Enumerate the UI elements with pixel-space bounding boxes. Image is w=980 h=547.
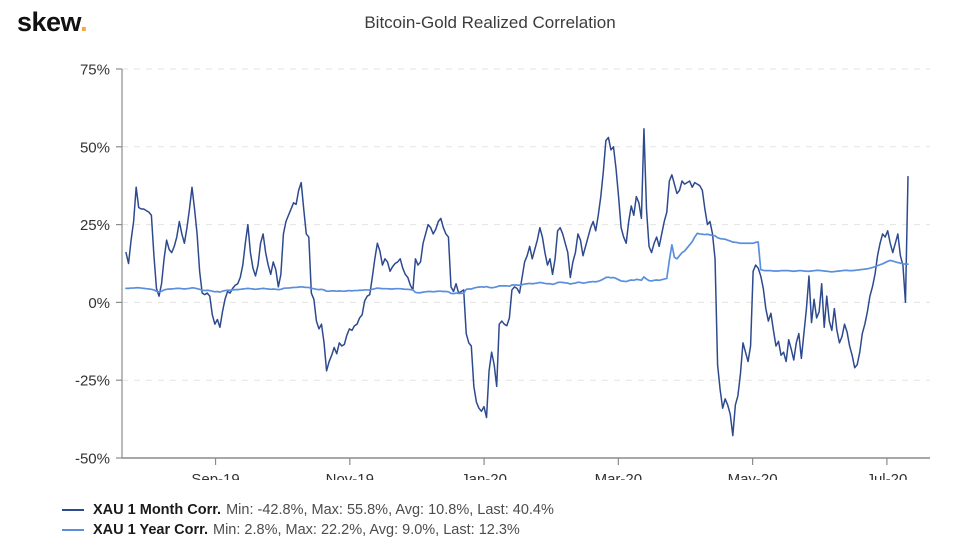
correlation-line-chart: 75% 50% 25% 0% -25% -50% Sep-19 Nov-19 Jan-20 Mar… — [75, 62, 930, 480]
series-line-2 — [125, 232, 909, 295]
brand-name: skew — [17, 7, 81, 37]
page-title: Bitcoin-Gold Realized Correlation — [364, 13, 616, 32]
chart-legend: XAU 1 Month Corr. Min: -42.8%, Max: 55.8… — [62, 500, 554, 540]
y-tick-label: 0% — [88, 295, 110, 312]
y-tick-label: 25% — [80, 217, 110, 234]
x-tick-label: Mar-20 — [595, 471, 643, 480]
x-tick-label: Sep-19 — [191, 471, 239, 480]
list-item[interactable]: XAU 1 Month Corr. Min: -42.8%, Max: 55.8… — [62, 500, 554, 520]
legend-stats-series-1: Min: -42.8%, Max: 55.8%, Avg: 10.8%, Las… — [226, 502, 554, 518]
x-tick-label: Jan-20 — [461, 471, 507, 480]
x-tick-label: Jul-20 — [866, 471, 907, 480]
y-tick-label: -25% — [75, 373, 110, 390]
series-line-1 — [125, 128, 909, 437]
list-item[interactable]: XAU 1 Year Corr. Min: 2.8%, Max: 22.2%, … — [62, 520, 554, 540]
legend-swatch-series-2 — [62, 529, 84, 531]
legend-swatch-series-1 — [62, 509, 84, 511]
y-tick-label: 75% — [80, 62, 110, 79]
brand-dot: . — [80, 7, 88, 37]
x-tick-label: May-20 — [728, 471, 778, 480]
legend-label-series-1: XAU 1 Month Corr. — [93, 502, 222, 518]
legend-label-series-2: XAU 1 Year Corr. — [93, 522, 208, 538]
y-tick-label: 50% — [80, 139, 110, 156]
legend-stats-series-2: Min: 2.8%, Max: 22.2%, Avg: 9.0%, Last: … — [213, 522, 520, 538]
x-tick-label: Nov-19 — [326, 471, 374, 480]
y-tick-label: -50% — [75, 451, 110, 468]
skew-logo: skew. — [17, 7, 88, 37]
